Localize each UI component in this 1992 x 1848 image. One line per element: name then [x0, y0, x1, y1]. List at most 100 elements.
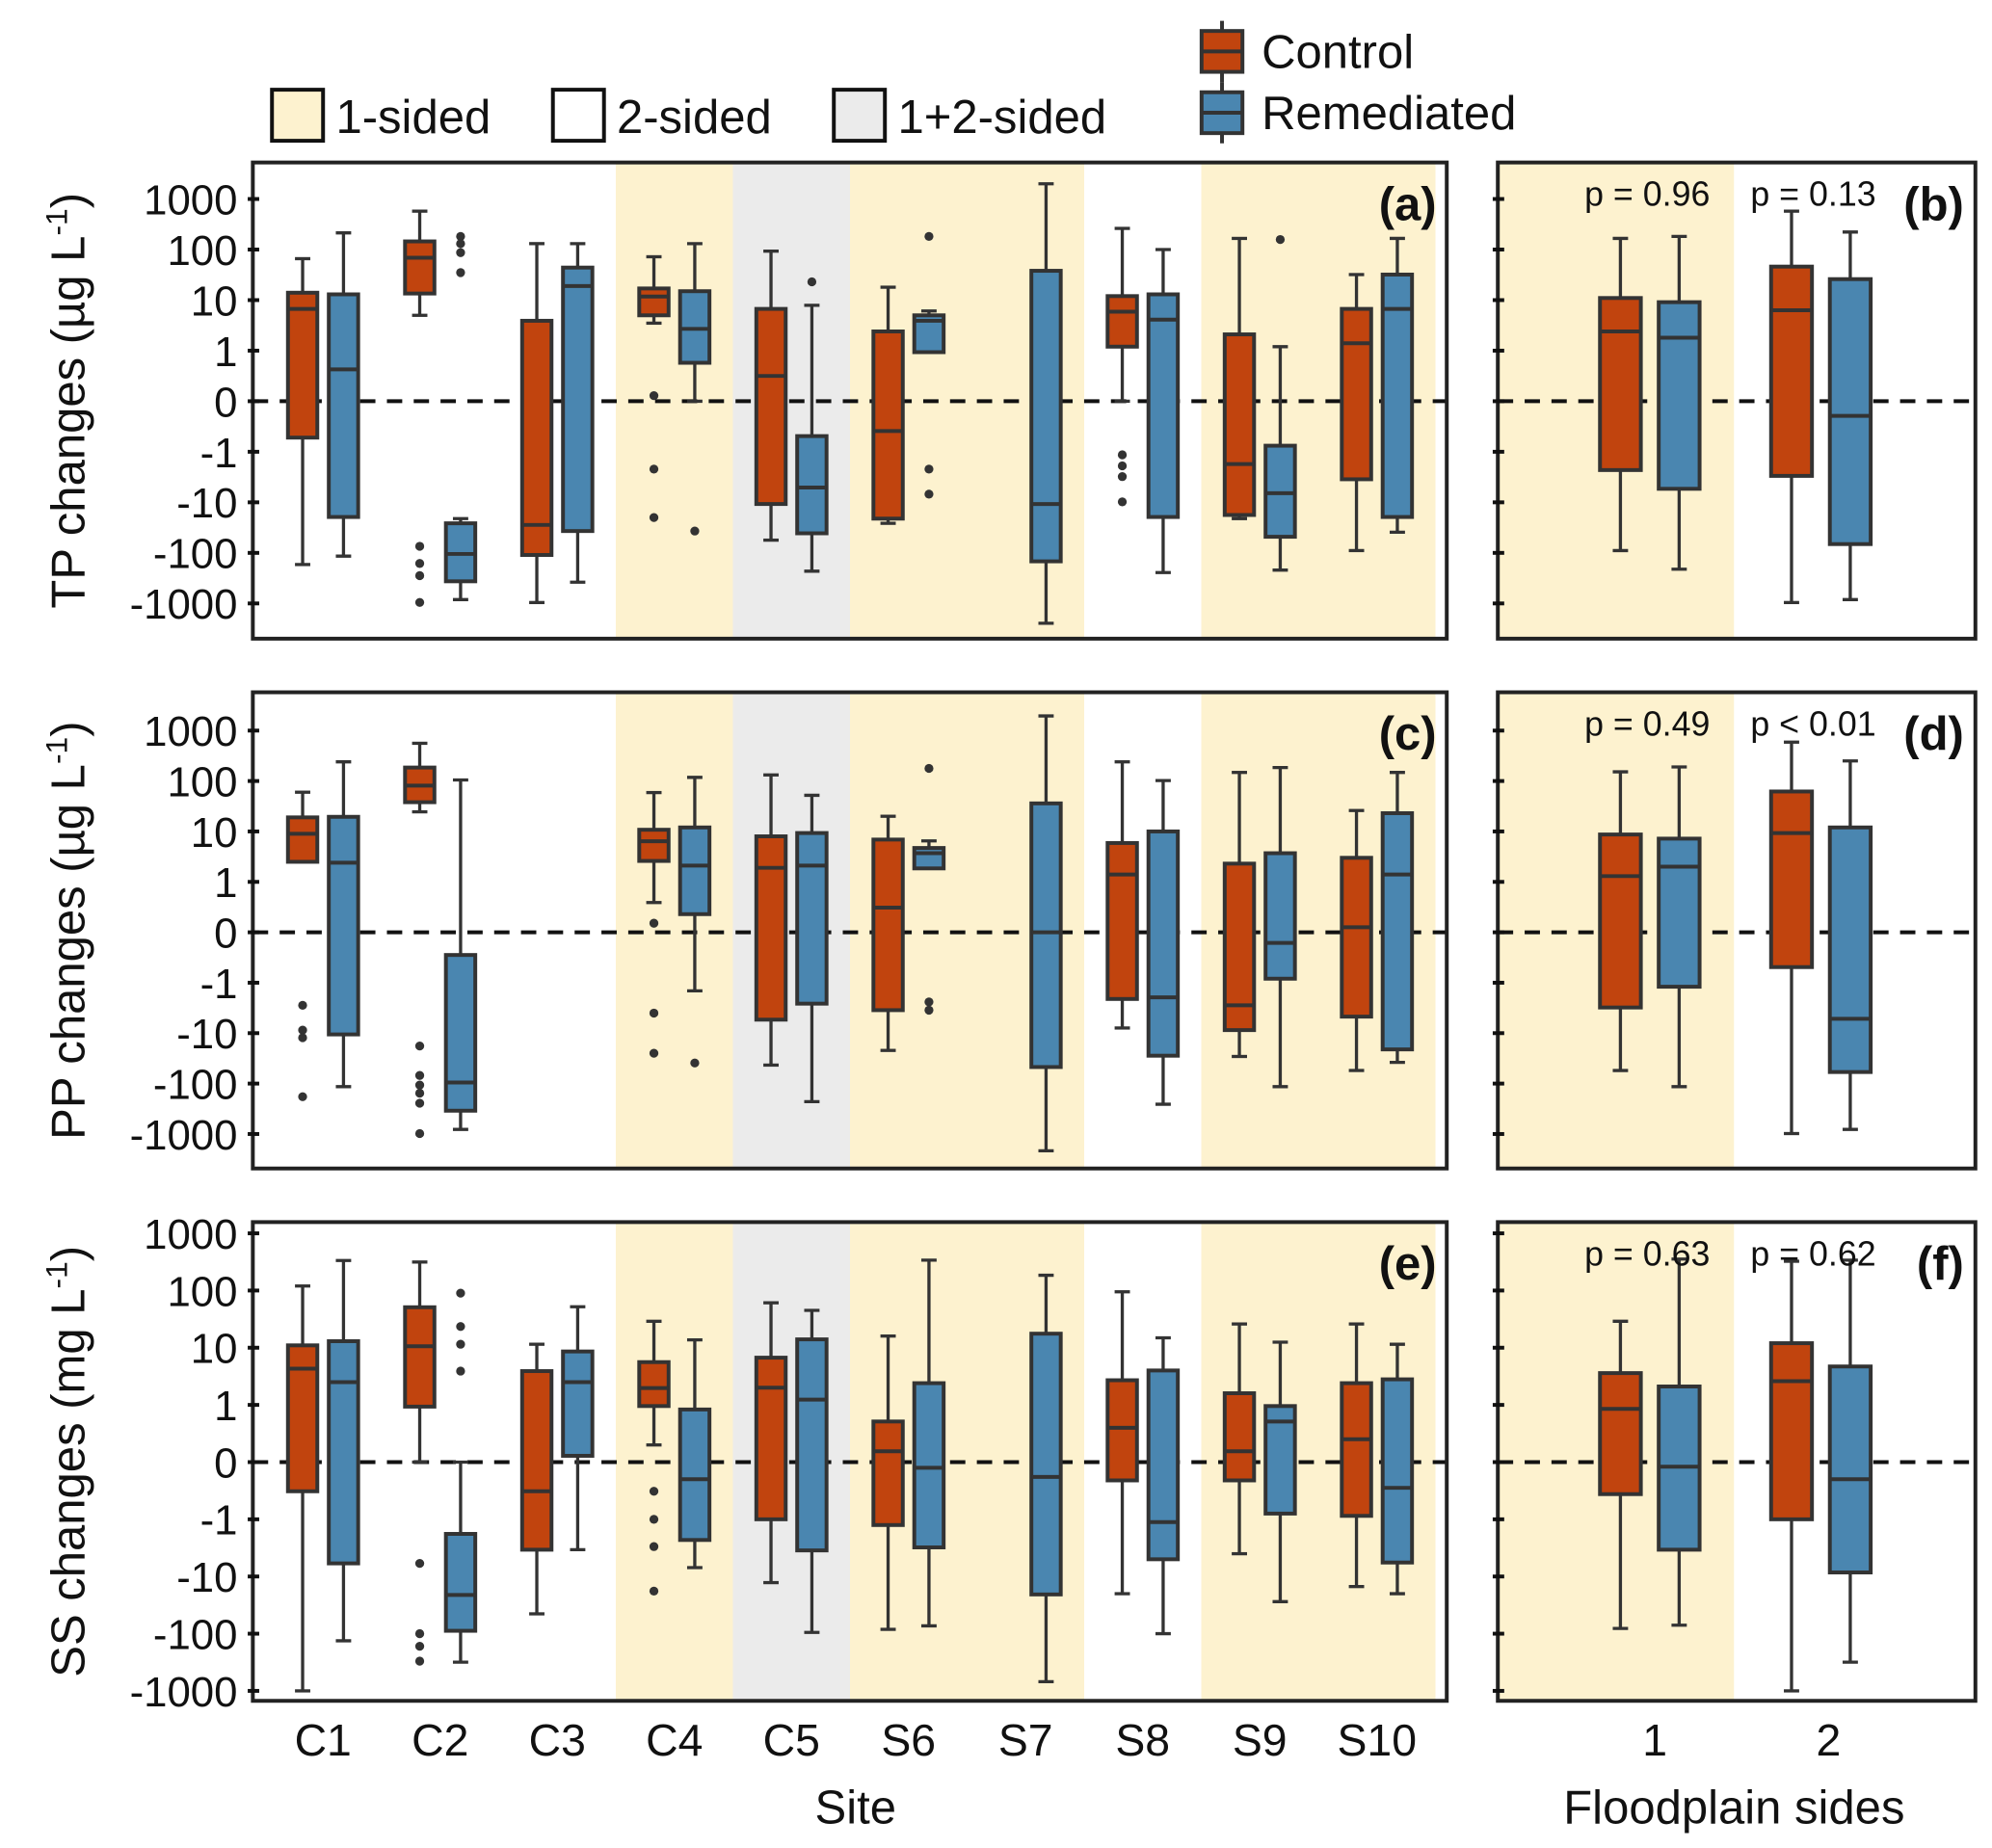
iqr-box — [1146, 292, 1181, 519]
iqr-box — [561, 265, 595, 534]
outlier-point — [456, 248, 465, 257]
box-remediated-S7 — [1029, 182, 1063, 625]
iqr-box — [871, 330, 905, 521]
box-control-S6 — [871, 814, 905, 1052]
box-control-S6 — [871, 1333, 905, 1631]
p-value-label: p = 0.63 — [1584, 1234, 1710, 1273]
box-remediated-2 — [1827, 759, 1873, 1131]
box-control-C4 — [637, 1319, 671, 1596]
iqr-box — [1105, 1378, 1139, 1483]
outlier-point — [414, 1042, 425, 1051]
iqr-box — [637, 1360, 671, 1409]
iqr-box — [795, 831, 829, 1006]
iqr-box — [1105, 840, 1139, 1001]
outlier-point — [690, 526, 700, 536]
box-remediated-S10 — [1380, 771, 1415, 1065]
iqr-box — [912, 1381, 946, 1550]
legend-label-remediated: Remediated — [1262, 88, 1516, 140]
box-control-C1 — [285, 790, 320, 1101]
iqr-box — [1340, 856, 1373, 1019]
y-axis-label-end: ) — [42, 193, 94, 208]
legend-swatch-2-sided — [550, 88, 606, 144]
iqr-box — [1263, 851, 1297, 981]
iqr-box — [1263, 1404, 1297, 1516]
outlier-point — [649, 1542, 659, 1551]
outlier-point — [456, 231, 465, 241]
x-tick-label: C2 — [412, 1715, 468, 1765]
outlier-point — [690, 1058, 700, 1068]
y-axis-label-text: PP changes (µg L — [42, 764, 94, 1140]
x-tick-label: C3 — [529, 1715, 586, 1765]
y-tick-label: 1000 — [144, 1211, 237, 1258]
box-remediated-C2 — [443, 1288, 478, 1664]
iqr-box — [754, 306, 788, 507]
outlier-point — [456, 1366, 465, 1376]
y-tick-label: 1 — [214, 329, 237, 376]
iqr-box — [1827, 277, 1873, 546]
outlier-point — [414, 1641, 425, 1651]
outlier-point — [1117, 461, 1128, 471]
y-tick-label: -1000 — [130, 581, 238, 628]
x-axis-label-floodplain-sides: Floodplain sides — [1563, 1782, 1904, 1834]
outlier-point — [924, 464, 934, 474]
iqr-box — [519, 318, 554, 557]
box-remediated-C1 — [327, 760, 360, 1089]
box-remediated-S10 — [1380, 1342, 1415, 1596]
x-tick-label: S10 — [1337, 1715, 1417, 1765]
y-tick-label: -100 — [153, 531, 238, 578]
iqr-box — [1263, 443, 1297, 540]
outlier-point — [649, 1515, 659, 1524]
outlier-point — [414, 559, 425, 568]
box-control-1 — [1598, 770, 1643, 1072]
box-remediated-S6 — [912, 1258, 946, 1628]
outlier-point — [414, 570, 425, 581]
legend-label-control: Control — [1262, 27, 1414, 79]
legend-label-2-sided: 2-sided — [617, 92, 772, 144]
box-control-C2 — [403, 1260, 437, 1666]
p-value-label: p = 0.96 — [1584, 175, 1710, 214]
panel-f: (f) p = 0.63 p = 0.62 1 2 — [1492, 1220, 1978, 1765]
iqr-box — [677, 825, 712, 916]
iqr-box — [871, 1419, 905, 1527]
x-tick-label: 2 — [1817, 1715, 1842, 1765]
box-control-C1 — [285, 256, 320, 567]
iqr-box — [795, 434, 829, 536]
iqr-box — [1380, 272, 1415, 519]
box-control-1 — [1598, 236, 1643, 553]
panel-label: (f) — [1917, 1238, 1964, 1290]
iqr-box — [1768, 1341, 1815, 1521]
box-control-C5 — [754, 1301, 788, 1585]
box-control-2 — [1768, 740, 1815, 1136]
iqr-box — [1146, 829, 1181, 1058]
box-control-2 — [1768, 1259, 1815, 1693]
outlier-point — [649, 391, 659, 401]
y-tick-label: 1 — [214, 859, 237, 907]
box-remediated-C3 — [561, 1305, 595, 1552]
y-axis-label-superscript: -1 — [39, 737, 73, 764]
outlier-point — [414, 1070, 425, 1080]
y-tick-label: 10 — [191, 277, 238, 325]
x-tick-label: S7 — [998, 1715, 1053, 1765]
box-remediated-S9 — [1263, 765, 1297, 1089]
outlier-point — [649, 1487, 659, 1496]
y-tick-label: 100 — [167, 1268, 237, 1315]
box-remediated-2 — [1827, 1258, 1873, 1664]
iqr-box — [1105, 294, 1139, 349]
iqr-box — [1380, 1377, 1415, 1565]
box-control-1 — [1598, 1319, 1643, 1630]
iqr-box — [403, 239, 437, 296]
iqr-box — [327, 814, 360, 1037]
iqr-box — [1657, 836, 1702, 990]
box-remediated-1 — [1657, 234, 1702, 571]
iqr-box — [912, 846, 946, 871]
outlier-point — [414, 1098, 425, 1108]
legend-swatch-1-sided — [270, 88, 326, 144]
box-control-S8 — [1105, 226, 1139, 507]
y-tick-label: 1000 — [144, 708, 237, 755]
outlier-point — [807, 277, 817, 287]
y-tick-label: -100 — [153, 1062, 238, 1109]
outlier-point — [924, 231, 934, 241]
iqr-box — [871, 837, 905, 1013]
